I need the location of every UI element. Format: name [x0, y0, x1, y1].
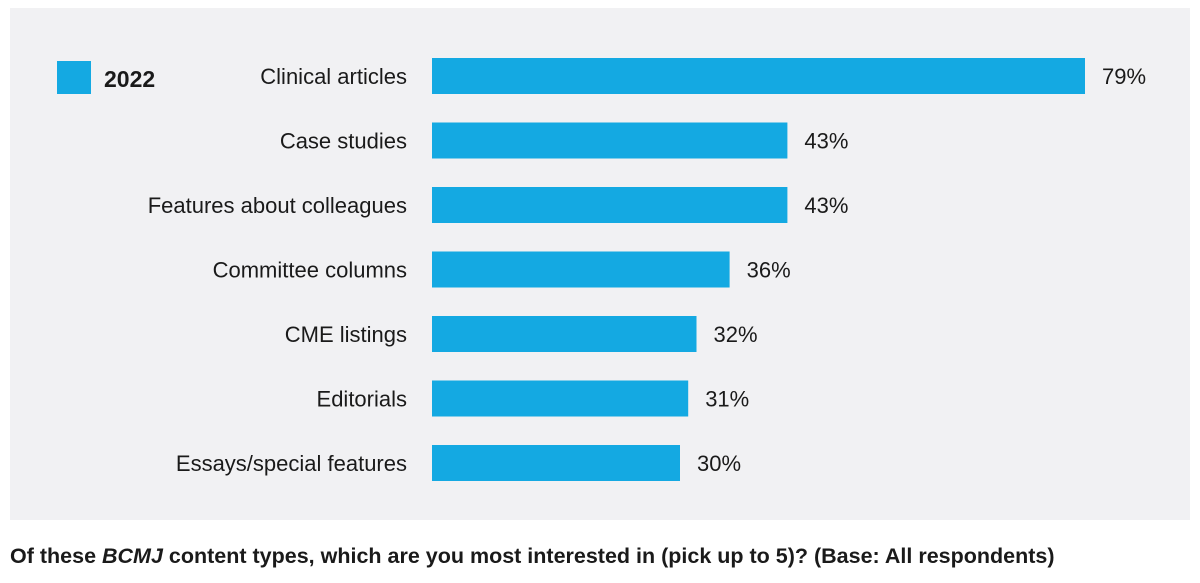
caption-suffix: content types, which are you most intere…	[162, 544, 1055, 568]
value-label-features-about-colleagues: 43%	[804, 193, 848, 218]
bar-essays-special-features	[432, 445, 680, 481]
category-label-cme-listings: CME listings	[285, 322, 407, 347]
legend-label-2022: 2022	[104, 66, 155, 92]
value-label-committee-columns: 36%	[747, 258, 791, 283]
legend-swatch-2022	[57, 61, 91, 94]
caption-prefix: Of these	[10, 544, 102, 568]
chart-caption: Of these BCMJ content types, which are y…	[10, 544, 1195, 569]
category-label-clinical-articles: Clinical articles	[260, 64, 407, 89]
value-label-cme-listings: 32%	[714, 322, 758, 347]
category-labels: Clinical articles Case studies Features ab…	[148, 64, 407, 476]
bars-group	[432, 58, 1085, 481]
caption-journal-name: BCMJ	[102, 544, 163, 568]
value-label-editorials: 31%	[705, 387, 749, 412]
bar-cme-listings	[432, 316, 697, 352]
bar-case-studies	[432, 122, 788, 159]
value-label-case-studies: 43%	[804, 129, 848, 154]
value-label-clinical-articles: 79%	[1102, 64, 1146, 89]
category-label-committee-columns: Committee columns	[213, 258, 407, 283]
bar-clinical-articles	[432, 58, 1085, 94]
legend: 2022	[57, 61, 155, 94]
category-label-case-studies: Case studies	[280, 129, 407, 154]
value-labels: 79% 43% 43% 36% 32% 31% 30%	[697, 64, 1146, 476]
chart-panel: 2022 Clinical articles Case studies Featur…	[10, 8, 1190, 520]
bar-editorials	[432, 380, 689, 417]
category-label-features-about-colleagues: Features about colleagues	[148, 193, 407, 218]
bar-committee-columns	[432, 251, 730, 288]
bar-features-about-colleagues	[432, 187, 788, 223]
category-label-editorials: Editorials	[317, 387, 407, 412]
category-label-essays-special-features: Essays/special features	[176, 451, 407, 476]
bar-chart: 2022 Clinical articles Case studies Featur…	[57, 58, 1146, 481]
value-label-essays-special-features: 30%	[697, 451, 741, 476]
